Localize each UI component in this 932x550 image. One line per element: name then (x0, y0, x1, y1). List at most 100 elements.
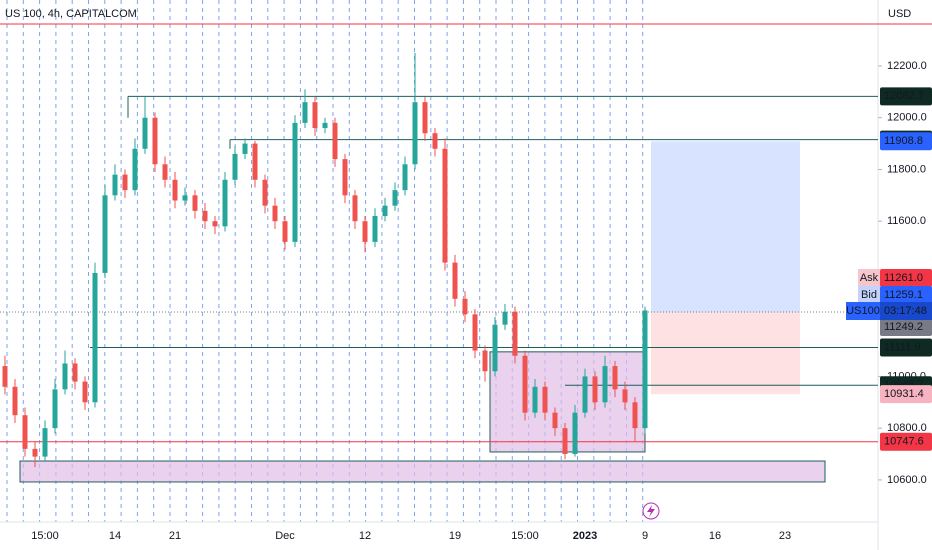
candle-body (622, 389, 628, 403)
countdown-badge (880, 302, 932, 320)
candle-body (152, 117, 158, 165)
x-tick-label: Dec (275, 530, 295, 542)
candle-body (472, 314, 478, 351)
currency: USD (888, 8, 911, 20)
candle-body (562, 428, 568, 455)
candle-body (162, 164, 168, 180)
candle-body (352, 195, 358, 222)
price-badge (880, 269, 932, 287)
candle-body (572, 412, 578, 455)
price-badge-label: 11908.8 (884, 135, 923, 147)
candle-body (452, 262, 458, 299)
candle-body (522, 355, 528, 413)
price-badge-label: 11111.9 (884, 341, 921, 353)
x-tick-label: 14 (109, 530, 121, 542)
candle-body (222, 179, 228, 227)
candle-body (242, 143, 248, 154)
y-tick-label: 11800.0 (887, 163, 926, 175)
candle-body (322, 122, 328, 129)
candle-body (582, 376, 588, 413)
x-tick-label: 23 (779, 530, 791, 542)
x-tick-label: 16 (709, 530, 721, 542)
candle-body (172, 179, 178, 201)
candle-body (372, 216, 378, 242)
candle-body (272, 205, 278, 222)
candle-body (632, 402, 638, 429)
candle-body (132, 148, 138, 191)
candle-body (412, 102, 418, 165)
candle-body (292, 122, 298, 242)
price-badge-label: 10931.4 (884, 388, 924, 400)
price-badge-label: 12082.7 (884, 90, 924, 102)
symbol-badge (846, 302, 880, 320)
symbol-label: US100 (846, 305, 880, 317)
candle-body (392, 190, 398, 206)
candle-body (32, 448, 38, 457)
stop-zone (651, 311, 800, 395)
candle-body (142, 117, 148, 149)
candle-body (642, 310, 648, 429)
price-badge-label: 11249.2 (884, 321, 923, 333)
y-tick-label: 12000.0 (887, 112, 927, 124)
candle-body (62, 363, 68, 390)
candle-body (542, 386, 548, 413)
price-badge-label: 11259.1 (884, 289, 923, 301)
candle-body (262, 179, 268, 206)
target-zone (651, 141, 800, 312)
price-badge (880, 432, 932, 451)
candle-body (122, 174, 128, 191)
y-tick-label: 11600.0 (887, 215, 926, 227)
x-tick-label: 12 (359, 530, 371, 542)
candle-body (502, 311, 508, 325)
candle-body (482, 350, 488, 372)
x-tick-label: 2023 (573, 530, 597, 542)
candle-body (402, 164, 408, 191)
candle-body (592, 376, 598, 403)
x-tick-label: 19 (449, 530, 461, 542)
candle-body (382, 205, 388, 217)
x-tick-label: 15:00 (31, 530, 59, 542)
y-tick-label: 12200.0 (887, 60, 927, 72)
price-badge (880, 286, 932, 304)
candle-body (342, 159, 348, 196)
price-badge (880, 87, 932, 106)
price-badge (880, 385, 932, 404)
candle-body (532, 386, 538, 413)
event-icon-bolt (647, 505, 655, 517)
y-tick-label: 10600.0 (887, 474, 927, 486)
candle-body (332, 122, 338, 160)
chart-title: US 100, 4h, CAPITALCOM (5, 8, 137, 20)
candle-body (42, 428, 48, 457)
candle-body (182, 195, 188, 201)
x-tick-label: 9 (642, 530, 648, 542)
candle-body (2, 366, 8, 387)
candle-body (112, 174, 118, 196)
candle-body (442, 148, 448, 263)
candle-body (312, 102, 318, 129)
price-badge-label: 10747.6 (884, 436, 924, 448)
price-badge (880, 338, 932, 357)
zone (19, 460, 826, 483)
candle-body (202, 210, 208, 222)
candle-body (462, 298, 468, 315)
candle-body (512, 311, 518, 356)
x-tick-label: 15:00 (511, 530, 539, 542)
candle-body (82, 381, 88, 403)
candle-body (362, 221, 368, 242)
price-badge-tag-label: Bid (861, 289, 877, 301)
candle-body (612, 366, 618, 390)
price-badge-tag-label: Ask (860, 272, 879, 284)
candle-body (212, 221, 218, 227)
price-badge-tag (858, 269, 880, 287)
candle-body (72, 363, 78, 382)
candle-body (192, 195, 198, 211)
candle-body (282, 221, 288, 242)
price-badge (880, 318, 932, 336)
candle-body (22, 415, 28, 449)
candle-body (602, 366, 608, 403)
candle-body (52, 389, 58, 429)
price-badge (880, 132, 932, 151)
y-tick-label: 10800.0 (887, 422, 927, 434)
